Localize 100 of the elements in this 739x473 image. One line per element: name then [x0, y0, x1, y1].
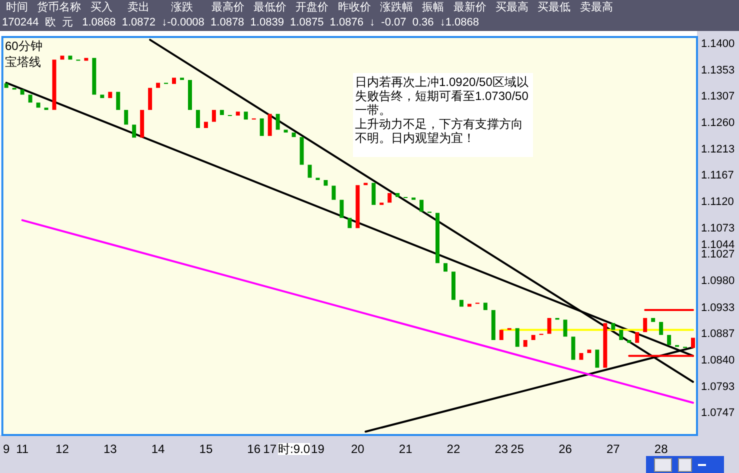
- y-tick-label: 1.1213: [701, 144, 735, 156]
- candlestick: [443, 263, 448, 272]
- candlestick: [340, 200, 344, 218]
- candlestick: [188, 80, 192, 110]
- candlestick: [372, 182, 376, 205]
- candlestick: [587, 350, 592, 354]
- candlestick: [571, 336, 576, 360]
- candlestick: [459, 300, 464, 307]
- y-tick-label: 1.0887: [701, 328, 735, 340]
- y-tick-label: 1.1353: [701, 64, 735, 76]
- candlestick: [116, 92, 120, 110]
- y-tick-label: 1.0840: [701, 354, 735, 366]
- candlestick: [196, 110, 200, 128]
- candlestick: [627, 340, 632, 343]
- candlestick: [204, 122, 208, 128]
- x-tick-label: 9: [2, 442, 10, 456]
- candlestick: [515, 328, 520, 347]
- candlestick: [156, 82, 160, 88]
- y-tick-label: 1.1120: [701, 196, 734, 208]
- candlestick: [244, 112, 248, 120]
- candlestick: [388, 193, 392, 203]
- candlestick: [523, 340, 528, 347]
- x-tick-label: 17: [263, 442, 277, 456]
- candlestick: [292, 132, 296, 138]
- candlestick: [284, 130, 288, 133]
- candlestick: [579, 353, 584, 360]
- candlestick: [611, 323, 616, 330]
- y-tick-label: 1.1073: [701, 222, 735, 235]
- x-tick-label: 12: [56, 442, 70, 456]
- candlestick: [651, 318, 656, 322]
- candlestick: [124, 110, 128, 125]
- candlestick: [659, 322, 664, 335]
- x-tick-label: 22: [446, 442, 460, 456]
- y-tick-label: 1.0747: [701, 406, 735, 419]
- candlestick: [324, 180, 328, 186]
- candlestick: [300, 137, 304, 165]
- candlestick: [236, 112, 240, 116]
- y-tick-label: 1.1400: [701, 38, 735, 50]
- candlestick: [92, 58, 96, 95]
- x-tick-label: 16: [247, 442, 261, 456]
- candlestick: [563, 320, 568, 337]
- y-tick-label: 1.0933: [701, 302, 735, 314]
- candlestick: [595, 350, 600, 368]
- candlestick: [396, 193, 400, 197]
- text: 时:9.0: [278, 442, 310, 456]
- candlestick: [100, 94, 104, 98]
- candlestick: [483, 302, 488, 310]
- candlestick: [28, 94, 32, 103]
- candlestick: [4, 83, 8, 88]
- candlestick: [420, 200, 424, 212]
- candlestick: [268, 114, 272, 136]
- candlestick: [108, 92, 112, 98]
- candlestick: [68, 56, 72, 60]
- candlestick: [20, 90, 24, 95]
- y-tick-label: 1.1027: [701, 248, 735, 261]
- candlestick: [148, 88, 152, 110]
- candlestick: [531, 334, 536, 340]
- x-tick-label: 28: [654, 442, 668, 456]
- text: 宝塔线: [5, 55, 41, 69]
- y-tick-label: 1.1260: [701, 116, 735, 129]
- candlestick: [332, 186, 336, 200]
- x-tick-label: 21: [398, 442, 413, 456]
- text: 时间 货币名称 买入 卖出 涨跌 最高价 最低价 开盘价 昨收价 涨跌幅 振幅 最新价 买最高 买最低 卖最高: [6, 0, 613, 14]
- candlestick: [36, 102, 40, 108]
- y-tick-label: 1.0793: [701, 380, 735, 393]
- x-tick-label: 19: [311, 442, 325, 456]
- candlestick: [52, 60, 56, 110]
- y-tick-label: 1.1167: [701, 170, 734, 182]
- candlestick: [308, 164, 312, 178]
- candlestick: [60, 56, 64, 60]
- annotation: 上升动力不足，下方有支撑方向不明。日内观望为宜！: [355, 117, 523, 145]
- x-tick-label: 20: [350, 442, 365, 456]
- candlestick: [619, 330, 624, 340]
- x-tick-label: 26: [558, 442, 572, 456]
- chart-title: 60分钟: [5, 39, 42, 53]
- y-tick-label: 1.0980: [701, 275, 735, 288]
- candlestick: [643, 318, 648, 332]
- candlestick: [132, 124, 136, 138]
- x-tick-label: 25: [510, 442, 524, 456]
- x-tick-label: 23: [494, 442, 508, 456]
- candlestick: [172, 78, 176, 84]
- candlestick: [348, 218, 352, 228]
- x-tick-label: 15: [199, 442, 213, 456]
- candlestick: [276, 114, 280, 130]
- candlestick: [220, 110, 224, 116]
- candlestick: [499, 330, 504, 340]
- candlestick: [547, 318, 552, 334]
- annotation: 日内若再次上冲1.0920/50区域以失败告终，短期可看至1.0730/50一带。: [355, 75, 529, 117]
- x-tick-label: 11: [16, 442, 29, 456]
- candlestick: [451, 272, 456, 300]
- candlestick: [212, 110, 216, 122]
- candlestick: [356, 185, 360, 228]
- candlestick: [635, 332, 640, 343]
- candlestick: [260, 118, 264, 136]
- x-tick-label: 14: [151, 442, 166, 456]
- text: 170244 欧 元 1.0868 1.0872 ↓-0.0008 1.0878 1.0839 1.0875 1.0876 ↓ -0.07 0.36 ↓1.0868: [2, 16, 480, 28]
- candlestick: [491, 310, 496, 340]
- candlestick: [691, 338, 696, 348]
- candlestick: [667, 334, 672, 346]
- y-tick-label: 1.1307: [701, 90, 735, 102]
